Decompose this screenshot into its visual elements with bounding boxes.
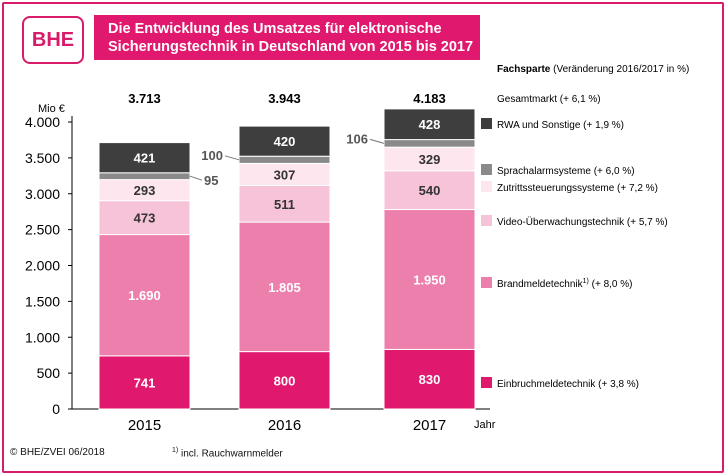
y-tick-label: 500 (37, 365, 61, 381)
data-label: 428 (419, 117, 441, 132)
bar-segment (98, 172, 191, 181)
y-tick-label: 1.000 (25, 329, 60, 345)
data-label: 1.805 (268, 280, 301, 295)
leader-line (189, 175, 203, 181)
footnote-mark: 1) (172, 447, 179, 454)
legend-item: Sprachalarmsysteme (+ 6,0 %) (497, 166, 635, 177)
legend-swatch (481, 118, 492, 129)
y-tick-label: 2.000 (25, 258, 60, 274)
legend-swatch (481, 181, 492, 192)
total-label: 3.943 (268, 91, 301, 106)
bar-segment (238, 221, 331, 353)
bar-segment (238, 155, 331, 164)
y-tick-label: 0 (52, 401, 60, 417)
leader-line (224, 155, 240, 161)
leader-line (369, 138, 385, 144)
bar-segment (383, 348, 476, 410)
legend-swatch (481, 377, 492, 388)
y-tick-label: 3.500 (25, 150, 60, 166)
data-label: 421 (134, 151, 156, 166)
title-line-1: Die Entwicklung des Umsatzes für elektro… (108, 21, 442, 37)
x-tick-label: 2017 (413, 417, 446, 434)
data-label: 1.950 (413, 272, 446, 287)
bar-segment (238, 125, 331, 157)
bar-segment (383, 170, 476, 211)
legend-item-total: Gesamtmarkt (+ 6,1 %) (497, 94, 601, 105)
bar-segment (98, 355, 191, 410)
bar-segment (383, 108, 476, 141)
legend-header: Fachsparte (Veränderung 2016/2017 in %) (497, 64, 689, 75)
data-label: 800 (274, 373, 296, 388)
data-label: 473 (134, 211, 156, 226)
bhe-logo: BHE (22, 16, 84, 64)
bar-segment (98, 142, 191, 174)
data-label: 830 (419, 372, 441, 387)
data-label: 540 (419, 183, 441, 198)
footnote-text: incl. Rauchwarnmelder (181, 448, 283, 460)
x-tick-label: 2016 (268, 417, 301, 434)
bar-segment (383, 209, 476, 350)
legend-swatch (481, 164, 492, 175)
legend-item: Video-Überwachungstechnik (+ 5,7 %) (497, 216, 668, 228)
x-axis-label: Jahr (474, 419, 496, 431)
data-label: 307 (274, 167, 296, 182)
data-label: 106 (346, 131, 368, 146)
total-label: 3.713 (128, 91, 161, 106)
copyright: © BHE/ZVEI 06/2018 (10, 447, 105, 458)
y-tick-label: 2.500 (25, 222, 60, 238)
data-label: 293 (134, 183, 156, 198)
data-label: 100 (201, 148, 223, 163)
data-label: 741 (134, 375, 156, 390)
bar-segment (383, 139, 476, 148)
legend-item: Einbruchmeldetechnik (+ 3,8 %) (497, 379, 639, 390)
legend-item: RWA und Sonstige (+ 1,9 %) (497, 120, 624, 131)
footnote: 1) incl. Rauchwarnmelder (172, 447, 283, 459)
data-label: 1.690 (128, 288, 161, 303)
title-line-2: Sicherungstechnik in Deutschland von 201… (108, 39, 474, 55)
data-label: 95 (204, 173, 218, 188)
bar-segment (238, 351, 331, 410)
y-tick-label: 4.000 (25, 114, 60, 130)
y-tick-label: 3.000 (25, 186, 60, 202)
total-label: 4.183 (413, 91, 446, 106)
data-label: 329 (419, 152, 441, 167)
legend-swatch (481, 215, 492, 226)
data-label: 420 (274, 134, 296, 149)
legend-item: Brandmeldetechnik1) (+ 8,0 %) (497, 278, 632, 290)
x-tick-label: 2015 (128, 417, 161, 434)
bar-segment (98, 200, 191, 236)
data-label: 511 (274, 197, 295, 212)
y-tick-label: 1.500 (25, 293, 60, 309)
legend-item: Zutrittssteuerungssysteme (+ 7,2 %) (497, 183, 658, 194)
chart-title: Die Entwicklung des Umsatzes für elektro… (94, 15, 480, 60)
legend-swatch (481, 277, 492, 288)
y-axis-label: Mio € (38, 103, 65, 115)
bar-segment (98, 234, 191, 357)
